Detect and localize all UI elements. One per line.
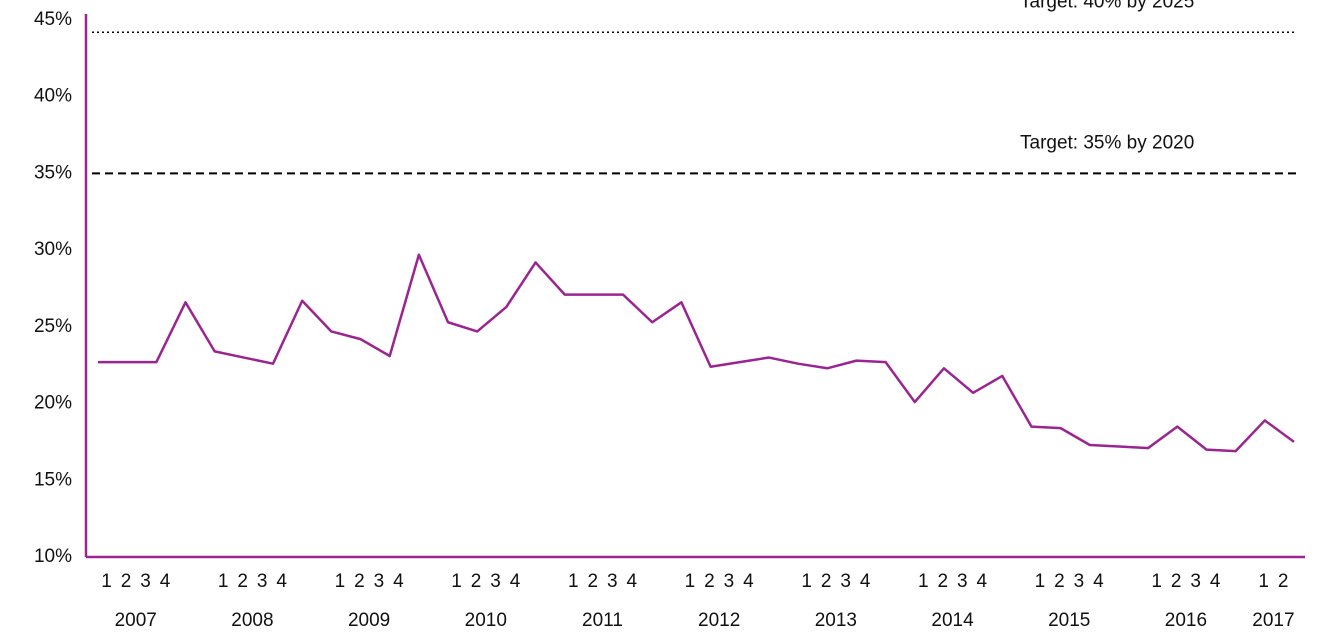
quarter-label: 2 (237, 571, 248, 592)
quarter-label: 1 (568, 571, 579, 592)
y-tick-label: 15% (34, 469, 72, 490)
year-label: 2010 (465, 610, 507, 631)
quarter-label: 1 (1258, 571, 1269, 592)
quarter-label: 4 (1093, 571, 1104, 592)
quarter-label: 1 (218, 571, 229, 592)
quarter-label: 1 (101, 571, 112, 592)
quarter-label: 3 (607, 571, 618, 592)
quarter-label: 4 (626, 571, 637, 592)
year-label: 2008 (231, 610, 273, 631)
y-tick-label: 40% (34, 86, 72, 107)
year-label: 2007 (115, 610, 157, 631)
quarter-label: 2 (587, 571, 598, 592)
quarter-label: 4 (743, 571, 754, 592)
year-label: 2011 (582, 610, 623, 631)
year-label: 2012 (698, 610, 740, 631)
quarter-label: 1 (451, 571, 462, 592)
quarter-label: 4 (160, 571, 171, 592)
year-label: 2009 (348, 610, 390, 631)
quarter-label: 3 (724, 571, 735, 592)
quarter-label: 4 (393, 571, 404, 592)
quarter-label: 4 (860, 571, 871, 592)
quarter-label: 2 (471, 571, 482, 592)
quarter-label: 1 (918, 571, 929, 592)
target-label: Target: 40% by 2025 (1020, 0, 1194, 12)
y-tick-label: 20% (34, 393, 72, 414)
quarter-label: 4 (1210, 571, 1221, 592)
quarter-label: 1 (1151, 571, 1162, 592)
quarter-label: 3 (1074, 571, 1085, 592)
year-label: 2016 (1165, 610, 1207, 631)
quarter-label: 1 (1035, 571, 1046, 592)
quarter-label: 3 (257, 571, 268, 592)
y-tick-label: 45% (34, 9, 72, 30)
quarter-label: 3 (957, 571, 968, 592)
quarter-label: 1 (685, 571, 696, 592)
y-tick-label: 30% (34, 239, 72, 260)
quarter-label: 3 (140, 571, 151, 592)
quarter-label: 4 (510, 571, 521, 592)
quarter-label: 4 (976, 571, 987, 592)
quarter-label: 3 (490, 571, 501, 592)
quarter-label: 4 (276, 571, 287, 592)
data-line (98, 253, 1295, 453)
y-tick-label: 35% (34, 162, 72, 183)
quarter-label: 2 (704, 571, 715, 592)
year-label: 2013 (815, 610, 857, 631)
quarter-label: 1 (335, 571, 346, 592)
quarter-label: 2 (1171, 571, 1182, 592)
quarter-label: 2 (1054, 571, 1065, 592)
quarter-label: 2 (121, 571, 132, 592)
quarter-label: 2 (821, 571, 832, 592)
y-tick-label: 25% (34, 316, 72, 337)
quarter-label: 3 (1190, 571, 1201, 592)
target-label: Target: 35% by 2020 (1020, 132, 1194, 153)
quarter-label: 2 (1278, 571, 1289, 592)
year-label: 2014 (931, 610, 974, 631)
year-label: 2017 (1252, 610, 1294, 631)
year-label: 2015 (1048, 610, 1090, 631)
quarter-label: 3 (374, 571, 385, 592)
quarter-label: 1 (801, 571, 812, 592)
y-tick-label: 10% (34, 546, 72, 567)
quarter-label: 2 (354, 571, 365, 592)
quarter-label: 2 (937, 571, 948, 592)
quarter-label: 3 (840, 571, 851, 592)
